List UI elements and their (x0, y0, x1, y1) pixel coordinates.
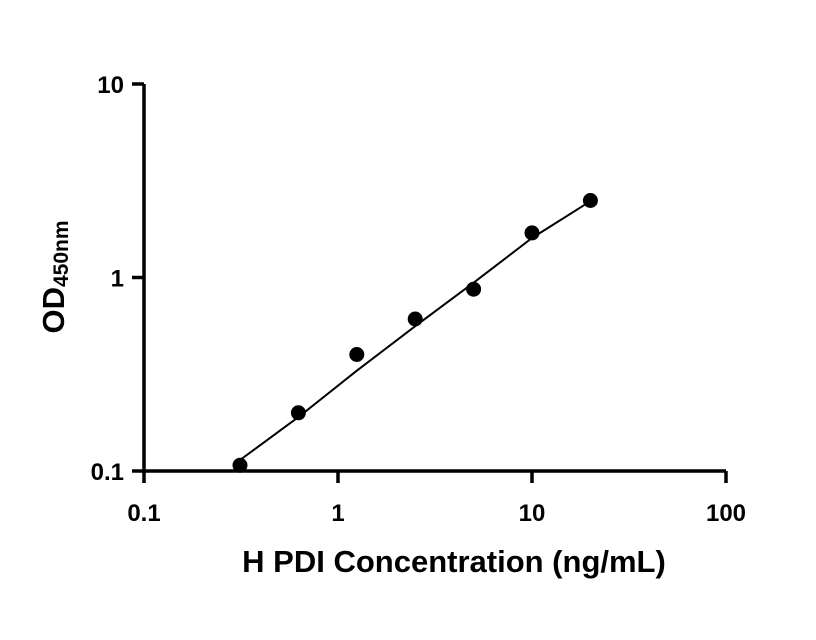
fit-curve-layer (239, 200, 591, 461)
axis-ticks: 0.1 1 10 100 0.1 1 10 (91, 72, 746, 527)
data-point (290, 405, 306, 421)
data-point (407, 311, 423, 327)
fit-curve-line (239, 200, 591, 461)
y-axis-title-subscript: 450nm (50, 220, 73, 287)
x-tick-label: 0.1 (127, 500, 160, 527)
data-points (232, 193, 598, 473)
x-tick-label: 1 (331, 500, 344, 527)
axes (142, 84, 726, 473)
y-tick-label: 1 (111, 266, 124, 293)
x-axis-title: H PDI Concentration (ng/mL) (242, 544, 666, 579)
data-point (349, 347, 365, 362)
x-tick-label: 10 (519, 500, 546, 527)
data-point (524, 225, 540, 241)
data-point (582, 193, 598, 208)
y-axis-title: OD450nm (36, 220, 73, 333)
y-tick-label: 10 (97, 72, 124, 99)
data-point (232, 457, 248, 473)
data-point (466, 281, 482, 297)
y-tick-label: 0.1 (91, 459, 124, 486)
x-tick-label: 100 (706, 500, 746, 527)
y-axis-title-main: OD (36, 287, 71, 334)
